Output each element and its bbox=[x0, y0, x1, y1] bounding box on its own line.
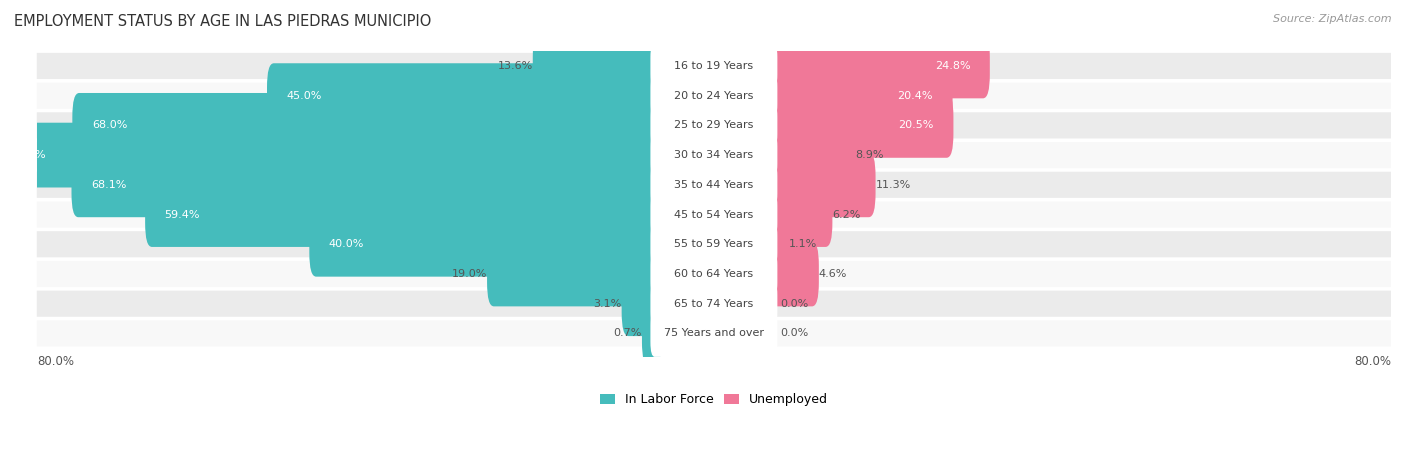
Text: 40.0%: 40.0% bbox=[329, 239, 364, 249]
FancyBboxPatch shape bbox=[37, 53, 1391, 79]
FancyBboxPatch shape bbox=[621, 272, 661, 336]
FancyBboxPatch shape bbox=[37, 202, 1391, 228]
Text: 30 to 34 Years: 30 to 34 Years bbox=[675, 150, 754, 160]
Text: 4.6%: 4.6% bbox=[818, 269, 848, 279]
Text: 25 to 29 Years: 25 to 29 Years bbox=[675, 120, 754, 130]
Text: Source: ZipAtlas.com: Source: ZipAtlas.com bbox=[1274, 14, 1392, 23]
FancyBboxPatch shape bbox=[766, 212, 789, 276]
Text: 11.3%: 11.3% bbox=[876, 180, 911, 190]
FancyBboxPatch shape bbox=[37, 231, 1391, 258]
Text: 0.7%: 0.7% bbox=[613, 328, 643, 338]
Text: 68.0%: 68.0% bbox=[91, 120, 127, 130]
Text: 35 to 44 Years: 35 to 44 Years bbox=[675, 180, 754, 190]
FancyBboxPatch shape bbox=[145, 182, 661, 247]
Text: 0.0%: 0.0% bbox=[780, 328, 808, 338]
FancyBboxPatch shape bbox=[766, 152, 876, 217]
Text: 68.1%: 68.1% bbox=[91, 180, 127, 190]
FancyBboxPatch shape bbox=[651, 161, 778, 208]
Text: 13.6%: 13.6% bbox=[498, 61, 533, 71]
FancyBboxPatch shape bbox=[651, 221, 778, 268]
FancyBboxPatch shape bbox=[766, 182, 832, 247]
Text: 19.0%: 19.0% bbox=[451, 269, 486, 279]
Text: 77.7%: 77.7% bbox=[10, 150, 45, 160]
Text: 8.9%: 8.9% bbox=[855, 150, 884, 160]
Text: 6.2%: 6.2% bbox=[832, 210, 860, 220]
FancyBboxPatch shape bbox=[651, 310, 778, 357]
Text: 55 to 59 Years: 55 to 59 Years bbox=[675, 239, 754, 249]
FancyBboxPatch shape bbox=[766, 63, 953, 128]
FancyBboxPatch shape bbox=[533, 33, 661, 98]
FancyBboxPatch shape bbox=[309, 212, 661, 276]
FancyBboxPatch shape bbox=[37, 172, 1391, 198]
Text: 45.0%: 45.0% bbox=[287, 91, 322, 101]
Text: 60 to 64 Years: 60 to 64 Years bbox=[675, 269, 754, 279]
FancyBboxPatch shape bbox=[72, 93, 661, 158]
FancyBboxPatch shape bbox=[37, 320, 1391, 346]
FancyBboxPatch shape bbox=[766, 33, 990, 98]
FancyBboxPatch shape bbox=[651, 42, 778, 89]
FancyBboxPatch shape bbox=[651, 132, 778, 179]
FancyBboxPatch shape bbox=[72, 152, 661, 217]
FancyBboxPatch shape bbox=[37, 142, 1391, 168]
Legend: In Labor Force, Unemployed: In Labor Force, Unemployed bbox=[600, 393, 828, 406]
FancyBboxPatch shape bbox=[651, 102, 778, 149]
Text: 75 Years and over: 75 Years and over bbox=[664, 328, 763, 338]
Text: 24.8%: 24.8% bbox=[935, 61, 970, 71]
Text: 0.0%: 0.0% bbox=[780, 299, 808, 308]
Text: 65 to 74 Years: 65 to 74 Years bbox=[675, 299, 754, 308]
FancyBboxPatch shape bbox=[766, 93, 953, 158]
Text: 20.4%: 20.4% bbox=[897, 91, 934, 101]
FancyBboxPatch shape bbox=[643, 301, 661, 366]
Text: 59.4%: 59.4% bbox=[165, 210, 200, 220]
Text: 20.5%: 20.5% bbox=[898, 120, 934, 130]
FancyBboxPatch shape bbox=[766, 242, 818, 306]
Text: 80.0%: 80.0% bbox=[37, 355, 73, 368]
FancyBboxPatch shape bbox=[486, 242, 661, 306]
FancyBboxPatch shape bbox=[37, 261, 1391, 287]
FancyBboxPatch shape bbox=[37, 112, 1391, 138]
Text: 45 to 54 Years: 45 to 54 Years bbox=[675, 210, 754, 220]
Text: 3.1%: 3.1% bbox=[593, 299, 621, 308]
FancyBboxPatch shape bbox=[651, 280, 778, 327]
Text: 20 to 24 Years: 20 to 24 Years bbox=[675, 91, 754, 101]
Text: 80.0%: 80.0% bbox=[1354, 355, 1391, 368]
FancyBboxPatch shape bbox=[0, 123, 661, 188]
FancyBboxPatch shape bbox=[766, 123, 855, 188]
FancyBboxPatch shape bbox=[651, 72, 778, 119]
FancyBboxPatch shape bbox=[37, 83, 1391, 109]
FancyBboxPatch shape bbox=[267, 63, 661, 128]
Text: 1.1%: 1.1% bbox=[789, 239, 817, 249]
Text: EMPLOYMENT STATUS BY AGE IN LAS PIEDRAS MUNICIPIO: EMPLOYMENT STATUS BY AGE IN LAS PIEDRAS … bbox=[14, 14, 432, 28]
FancyBboxPatch shape bbox=[37, 290, 1391, 317]
Text: 16 to 19 Years: 16 to 19 Years bbox=[675, 61, 754, 71]
FancyBboxPatch shape bbox=[651, 250, 778, 298]
FancyBboxPatch shape bbox=[651, 191, 778, 238]
